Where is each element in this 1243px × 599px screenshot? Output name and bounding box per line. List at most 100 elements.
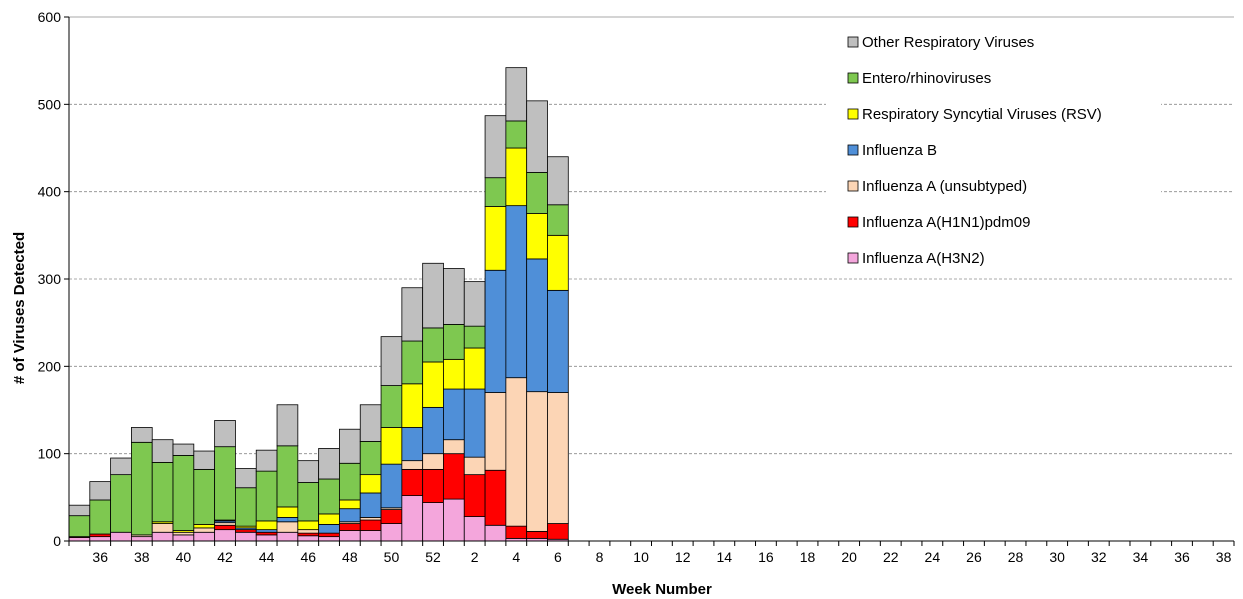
x-tick-label: 32	[1091, 549, 1107, 565]
legend-label: Respiratory Syncytial Viruses (RSV)	[862, 106, 1102, 123]
y-tick-label: 0	[53, 533, 61, 549]
legend-label: Influenza A (unsubtyped)	[862, 178, 1027, 195]
legend-swatch	[847, 252, 859, 264]
x-tick-label: 48	[342, 549, 358, 565]
x-tick-label: 20	[841, 549, 857, 565]
x-tick-label: 10	[633, 549, 649, 565]
x-tick-label: 38	[134, 549, 150, 565]
x-tick-label: 2	[471, 549, 479, 565]
x-axis-title: Week Number	[612, 581, 712, 598]
bar-segment-influenza-b	[526, 258, 548, 393]
bar-segment-influenza-a-h3n2-	[193, 531, 216, 542]
x-tick-label: 6	[554, 549, 562, 565]
legend-label: Entero/rhinoviruses	[862, 70, 991, 87]
bar-segment-respiratory-syncytial-viruses-rsv-	[443, 358, 465, 390]
bar-segment-influenza-b	[318, 524, 340, 534]
bar-segment-influenza-b	[422, 406, 444, 455]
x-tick-label: 28	[1008, 549, 1024, 565]
bar-segment-influenza-a-h1n1-pdm09	[547, 523, 569, 540]
bar-segment-entero-rhinoviruses	[505, 120, 528, 149]
bar-segment-other-respiratory-viruses	[422, 262, 444, 329]
bar-segment-entero-rhinoviruses	[276, 445, 299, 508]
bar-segment-entero-rhinoviruses	[131, 441, 153, 536]
bar-segment-respiratory-syncytial-viruses-rsv-	[422, 361, 444, 408]
legend: Other Respiratory Viruses Entero/rhinovir…	[826, 18, 1161, 276]
bar-segment-other-respiratory-viruses	[151, 439, 174, 463]
y-tick-label: 600	[38, 9, 62, 25]
bar-segment-other-respiratory-viruses	[89, 481, 112, 501]
y-tick-label: 300	[38, 271, 62, 287]
bar-segment-respiratory-syncytial-viruses-rsv-	[401, 383, 424, 428]
bar-segment-respiratory-syncytial-viruses-rsv-	[255, 520, 278, 531]
bar-segment-respiratory-syncytial-viruses-rsv-	[380, 427, 403, 465]
x-tick-label: 46	[300, 549, 316, 565]
bar-segment-respiratory-syncytial-viruses-rsv-	[276, 506, 299, 518]
x-tick-label: 14	[717, 549, 733, 565]
bar-segment-influenza-a-unsubtyped-	[526, 391, 548, 532]
x-tick-label: 12	[675, 549, 691, 565]
x-tick-label: 44	[259, 549, 275, 565]
bar-segment-influenza-b	[463, 388, 486, 458]
x-tick-label: 38	[1216, 549, 1232, 565]
x-tick-label: 22	[883, 549, 899, 565]
bar-segment-influenza-a-h3n2-	[131, 536, 153, 542]
bar-segment-influenza-a-h3n2-	[214, 529, 236, 542]
bar-segment-respiratory-syncytial-viruses-rsv-	[463, 347, 486, 390]
legend-label: Influenza A(H1N1)pdm09	[862, 214, 1030, 231]
x-tick-label: 4	[512, 549, 520, 565]
bar-segment-influenza-a-h3n2-	[463, 516, 486, 542]
bar-segment-influenza-a-h1n1-pdm09	[401, 468, 424, 496]
x-tick-label: 18	[800, 549, 816, 565]
x-tick-label: 36	[92, 549, 108, 565]
bar-segment-respiratory-syncytial-viruses-rsv-	[526, 213, 548, 260]
bar-segment-respiratory-syncytial-viruses-rsv-	[547, 234, 569, 291]
legend-swatch	[847, 108, 859, 120]
bar-segment-influenza-a-h1n1-pdm09	[505, 525, 528, 539]
bar-segment-entero-rhinoviruses	[318, 478, 340, 515]
bar-segment-other-respiratory-viruses	[318, 448, 340, 480]
bar-segment-other-respiratory-viruses	[276, 404, 299, 447]
x-ticks: 36 38 40 42 44 46 48 50 52 2 4 6 8 10 12 14 16 18 20 22 24 26…	[68, 541, 1235, 565]
bar-segment-influenza-a-h3n2-	[484, 524, 507, 542]
bar-segment-influenza-a-unsubtyped-	[422, 453, 444, 470]
bar-segment-influenza-a-h1n1-pdm09	[484, 469, 507, 526]
bar-segment-entero-rhinoviruses	[235, 487, 257, 527]
legend-label: Influenza B	[862, 142, 937, 159]
bar-segment-other-respiratory-viruses	[547, 156, 569, 206]
bar-segment-other-respiratory-viruses	[131, 427, 153, 443]
bar-segment-influenza-a-h3n2-	[339, 530, 361, 542]
x-tick-label: 50	[384, 549, 400, 565]
bar-segment-entero-rhinoviruses	[89, 499, 112, 535]
x-tick-label: 34	[1133, 549, 1149, 565]
bar-segment-entero-rhinoviruses	[110, 474, 132, 533]
legend-background	[826, 18, 1161, 276]
bar-segment-influenza-a-h1n1-pdm09	[318, 532, 340, 538]
y-tick-label: 100	[38, 446, 62, 462]
bar-segment-influenza-a-h1n1-pdm09	[339, 523, 361, 531]
bar-segment-influenza-a-h3n2-	[89, 536, 112, 542]
bar-segment-other-respiratory-viruses	[214, 420, 236, 448]
bar-segment-respiratory-syncytial-viruses-rsv-	[505, 147, 528, 207]
bar-segment-influenza-a-h3n2-	[359, 530, 382, 542]
bar-segment-respiratory-syncytial-viruses-rsv-	[193, 524, 216, 529]
y-tick-label: 500	[38, 96, 62, 112]
bar-segment-influenza-a-unsubtyped-	[547, 392, 569, 524]
bar-segment-influenza-a-unsubtyped-	[484, 392, 507, 471]
bar-segment-other-respiratory-viruses	[110, 457, 132, 476]
bar-segment-influenza-a-h3n2-	[276, 531, 299, 542]
bar-segment-other-respiratory-viruses	[380, 336, 403, 386]
x-tick-label: 8	[596, 549, 604, 565]
x-tick-label: 40	[176, 549, 192, 565]
bar-segment-influenza-b	[484, 269, 507, 393]
bars	[68, 67, 569, 542]
x-tick-label: 42	[217, 549, 233, 565]
bar-segment-other-respiratory-viruses	[193, 450, 216, 470]
bar-segment-influenza-a-h3n2-	[172, 534, 195, 542]
bar-segment-influenza-b	[401, 427, 424, 462]
bar-segment-influenza-a-h3n2-	[235, 531, 257, 542]
bar-segment-other-respiratory-viruses	[235, 468, 257, 489]
bar-segment-influenza-a-h3n2-	[255, 534, 278, 542]
bar-segment-influenza-a-h1n1-pdm09	[380, 509, 403, 524]
bar-segment-other-respiratory-viruses	[443, 268, 465, 325]
bar-segment-entero-rhinoviruses	[443, 324, 465, 360]
